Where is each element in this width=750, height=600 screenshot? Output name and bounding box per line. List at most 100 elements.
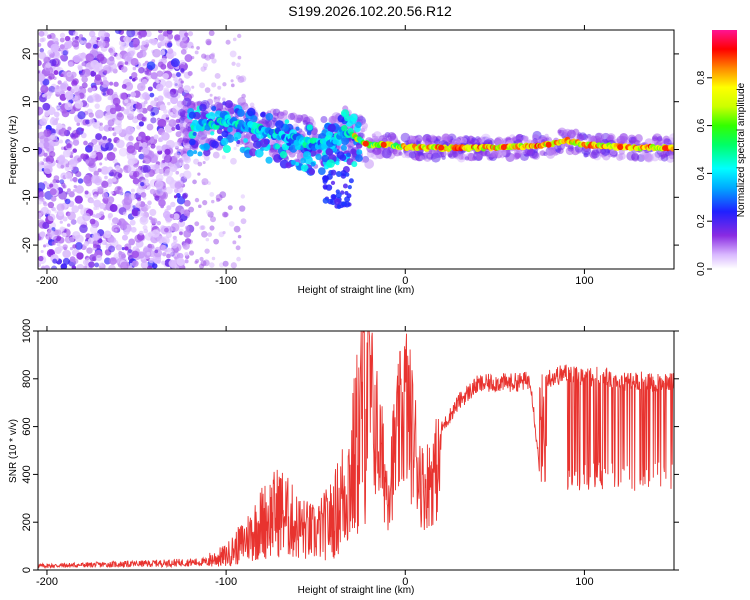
heatmap-cell: [149, 92, 155, 98]
heatmap-cell: [89, 218, 96, 225]
heatmap-cell: [90, 151, 97, 159]
heatmap-cell: [137, 82, 146, 92]
heatmap-cell: [179, 122, 184, 127]
heatmap-cell: [202, 161, 206, 165]
heatmap-cell: [126, 145, 136, 154]
heatmap-cell: [233, 225, 241, 233]
heatmap-cell: [137, 136, 142, 141]
heatmap-cell: [179, 126, 187, 134]
heatmap-cell: [165, 80, 173, 88]
heatmap-cell: [351, 161, 358, 168]
heatmap-cell: [364, 159, 375, 169]
heatmap-cell: [179, 231, 183, 236]
heatmap-cell: [129, 219, 136, 226]
heatmap-cell: [164, 249, 168, 253]
heatmap-cell: [81, 128, 85, 132]
heatmap-cell: [153, 97, 159, 102]
heatmap-cell: [104, 257, 112, 265]
heatmap-cell: [235, 143, 240, 147]
heatmap-cell: [204, 248, 210, 254]
heatmap-cell: [207, 211, 214, 218]
heatmap-cell: [108, 245, 116, 253]
heatmap-cell: [104, 142, 114, 151]
spectrogram-y-tick-label: 20: [21, 48, 33, 60]
heatmap-cell: [116, 139, 125, 149]
snr-x-tick-label: 0: [402, 576, 408, 588]
heatmap-cell: [144, 178, 149, 184]
heatmap-cell: [57, 210, 64, 217]
heatmap-cell: [321, 154, 330, 163]
heatmap-cell: [223, 211, 229, 218]
heatmap-cell: [322, 175, 329, 183]
heatmap-cell: [487, 149, 496, 158]
heatmap-cell: [73, 95, 79, 101]
heatmap-cell: [150, 143, 156, 149]
heatmap-cell: [55, 104, 61, 110]
heatmap-cell: [308, 168, 316, 175]
heatmap-cell: [209, 216, 216, 223]
heatmap-cell: [545, 141, 552, 148]
heatmap-cell: [480, 150, 488, 157]
heatmap-cell: [176, 72, 181, 78]
heatmap-cell: [236, 62, 241, 68]
heatmap-cell: [233, 136, 239, 142]
heatmap-cell: [158, 168, 164, 175]
heatmap-cell: [156, 259, 161, 264]
heatmap-cell: [181, 100, 187, 106]
heatmap-cell: [69, 133, 75, 138]
heatmap-cell: [85, 159, 90, 164]
heatmap-cell: [171, 242, 178, 249]
colorbar-tick-label: 0.6: [696, 118, 707, 132]
heatmap-cell: [111, 217, 119, 225]
heatmap-cell: [53, 70, 59, 76]
heatmap-cell: [452, 151, 459, 158]
heatmap-cell: [221, 155, 226, 160]
heatmap-cell: [182, 194, 188, 200]
heatmap-cell: [165, 176, 175, 185]
heatmap-cell: [56, 123, 63, 130]
heatmap-cell: [164, 148, 171, 156]
heatmap-cell: [199, 82, 206, 89]
heatmap-cell: [327, 198, 334, 205]
heatmap-cell: [158, 199, 166, 207]
heatmap-cell: [62, 249, 71, 259]
heatmap-cell: [670, 146, 674, 152]
heatmap-cell: [150, 217, 158, 225]
heatmap-cell: [601, 147, 610, 156]
heatmap-cell: [232, 37, 237, 42]
heatmap-cell: [325, 148, 334, 156]
heatmap-cell: [90, 59, 100, 69]
heatmap-cell: [82, 68, 91, 77]
heatmap-cell: [208, 262, 215, 268]
heatmap-cell: [111, 222, 115, 226]
heatmap-cell: [50, 196, 57, 202]
heatmap-cell: [167, 48, 174, 55]
heatmap-cell: [94, 103, 100, 109]
heatmap-cell: [330, 180, 336, 186]
heatmap-cell: [282, 109, 289, 116]
heatmap-cell: [168, 119, 177, 128]
heatmap-cell: [162, 252, 167, 257]
heatmap-cell: [54, 246, 62, 255]
heatmap-cell: [214, 72, 221, 79]
heatmap-cell: [165, 232, 172, 238]
heatmap-cell: [140, 215, 147, 223]
heatmap-cell: [103, 200, 109, 205]
heatmap-cell: [39, 231, 46, 238]
colorbar-gradient: [712, 30, 737, 269]
heatmap-cell: [166, 42, 173, 48]
heatmap-cell: [222, 97, 226, 102]
heatmap-cell: [68, 236, 75, 243]
heatmap-cell: [153, 134, 159, 140]
heatmap-cell: [38, 91, 41, 97]
heatmap-cell: [159, 50, 166, 56]
heatmap-cell: [43, 141, 50, 148]
heatmap-cell: [100, 81, 104, 86]
heatmap-cell: [275, 143, 281, 150]
heatmap-cell: [233, 146, 237, 151]
heatmap-cell: [79, 40, 84, 45]
heatmap-cell: [38, 131, 46, 140]
heatmap-cell: [54, 210, 58, 214]
heatmap-cell: [197, 161, 203, 167]
